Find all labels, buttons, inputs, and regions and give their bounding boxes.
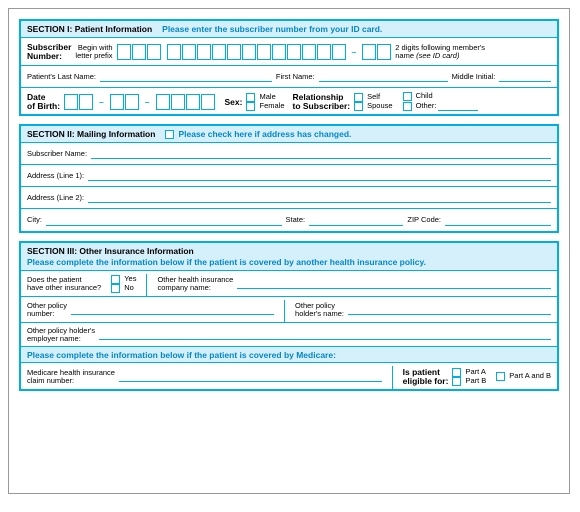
addr1-label: Address (Line 1): <box>27 172 84 180</box>
dob-yyyy[interactable] <box>156 94 215 110</box>
spouse-checkbox[interactable] <box>354 102 363 111</box>
partA-checkbox[interactable] <box>452 368 461 377</box>
main-boxes[interactable] <box>167 44 346 60</box>
section1-header: SECTION I: Patient Information Please en… <box>21 21 557 38</box>
form-page: SECTION I: Patient Information Please en… <box>8 8 570 494</box>
holder-label: Other policy holder's name: <box>295 302 344 318</box>
medicare-field[interactable] <box>119 372 382 382</box>
section3-header: SECTION III: Other Insurance Information… <box>21 243 557 271</box>
female-checkbox[interactable] <box>246 102 255 111</box>
other-ins-q-row: Does the patient have other insurance? Y… <box>21 271 557 297</box>
child-checkbox[interactable] <box>403 92 412 101</box>
first-name-label: First Name: <box>276 73 315 81</box>
other-field[interactable] <box>438 101 478 111</box>
zip-field[interactable] <box>445 216 551 226</box>
zip-label: ZIP Code: <box>407 216 441 224</box>
company-field[interactable] <box>237 279 551 289</box>
section3-note2: Please complete the information below if… <box>27 350 336 360</box>
addr1-row: Address (Line 1): <box>21 165 557 187</box>
dob-dd[interactable] <box>110 94 139 110</box>
addr2-label: Address (Line 2): <box>27 194 84 202</box>
section2-note: Please check here if address has changed… <box>178 129 351 139</box>
q1-label: Does the patient have other insurance? <box>27 276 101 292</box>
company-label: Other health insurance company name: <box>157 276 233 292</box>
section-patient-info: SECTION I: Patient Information Please en… <box>19 19 559 116</box>
eligible-label: Is patient eligible for: <box>403 368 449 386</box>
yes-no: Yes No <box>111 275 136 293</box>
last-name-field[interactable] <box>100 72 272 82</box>
employer-label: Other policy holder's employer name: <box>27 327 95 343</box>
rel-col2: Child Other: <box>403 92 479 111</box>
last-name-label: Patient's Last Name: <box>27 73 96 81</box>
addr2-row: Address (Line 2): <box>21 187 557 209</box>
employer-row: Other policy holder's employer name: <box>21 323 557 347</box>
section3-note2-row: Please complete the information below if… <box>21 347 557 363</box>
city-state-zip-row: City: State: ZIP Code: <box>21 209 557 231</box>
section-other-insurance: SECTION III: Other Insurance Information… <box>19 241 559 391</box>
sex-label: Sex: <box>225 97 243 107</box>
partAB-checkbox[interactable] <box>496 372 505 381</box>
no-checkbox[interactable] <box>111 284 120 293</box>
state-label: State: <box>286 216 306 224</box>
sub-name-field[interactable] <box>91 149 551 159</box>
addr1-field[interactable] <box>88 171 551 181</box>
subscriber-number-row: Subscriber Number: Begin with letter pre… <box>21 38 557 66</box>
dob-sex-rel-row: Date of Birth: – – Sex: Male Female Rela… <box>21 88 557 114</box>
addr2-field[interactable] <box>88 193 551 203</box>
section-mailing-info: SECTION II: Mailing Information Please c… <box>19 124 559 233</box>
section2-title: SECTION II: Mailing Information <box>27 129 155 139</box>
dash: – <box>350 47 359 57</box>
policy-num-field[interactable] <box>71 305 274 315</box>
section1-title: SECTION I: Patient Information <box>27 24 152 34</box>
suffix-boxes[interactable] <box>362 44 391 60</box>
policy-num-label: Other policy number: <box>27 302 67 318</box>
male-checkbox[interactable] <box>246 93 255 102</box>
sub-name-label: Subscriber Name: <box>27 150 87 158</box>
first-name-field[interactable] <box>319 72 448 82</box>
self-checkbox[interactable] <box>354 93 363 102</box>
employer-field[interactable] <box>99 330 551 340</box>
partB-checkbox[interactable] <box>452 377 461 386</box>
middle-field[interactable] <box>499 72 551 82</box>
other-checkbox[interactable] <box>403 102 412 111</box>
prefix-boxes[interactable] <box>117 44 161 60</box>
middle-label: Middle Initial: <box>452 73 496 81</box>
city-label: City: <box>27 216 42 224</box>
address-changed-checkbox[interactable] <box>165 130 174 139</box>
medicare-label: Medicare health insurance claim number: <box>27 369 115 385</box>
partAB-group: Part A and B <box>496 372 551 381</box>
section3-note1: Please complete the information below if… <box>27 257 426 267</box>
subscriber-label: Subscriber Number: <box>27 43 71 61</box>
yes-checkbox[interactable] <box>111 275 120 284</box>
city-field[interactable] <box>46 216 282 226</box>
address-changed-group: Please check here if address has changed… <box>165 129 351 139</box>
sub-name-row: Subscriber Name: <box>21 143 557 165</box>
rel-label: Relationship to Subscriber: <box>293 93 351 111</box>
section3-title: SECTION III: Other Insurance Information <box>27 246 194 256</box>
sex-options: Male Female <box>246 93 284 111</box>
section1-note: Please enter the subscriber number from … <box>162 24 382 34</box>
dob-label: Date of Birth: <box>27 93 60 111</box>
prefix-hint: Begin with letter prefix <box>75 44 112 60</box>
section2-header: SECTION II: Mailing Information Please c… <box>21 126 557 143</box>
part-col1: Part A Part B <box>452 368 486 386</box>
policy-row: Other policy number: Other policy holder… <box>21 297 557 323</box>
rel-col1: Self Spouse <box>354 93 392 111</box>
holder-field[interactable] <box>348 305 551 315</box>
state-field[interactable] <box>309 216 403 226</box>
dob-mm[interactable] <box>64 94 93 110</box>
suffix-hint: 2 digits following member's name (see ID… <box>395 44 485 61</box>
medicare-row: Medicare health insurance claim number: … <box>21 363 557 389</box>
name-row: Patient's Last Name: First Name: Middle … <box>21 66 557 88</box>
